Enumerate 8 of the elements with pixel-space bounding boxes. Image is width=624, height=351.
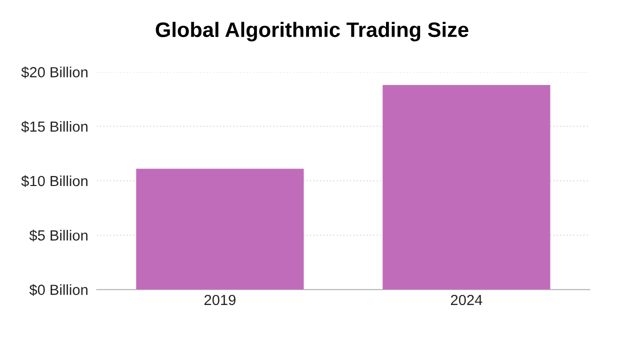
x-tick-label: 2019 <box>204 294 236 306</box>
y-tick-label: $20 Billion <box>21 66 88 78</box>
y-tick-label: $15 Billion <box>21 120 88 133</box>
y-tick-label: $10 Billion <box>21 175 88 188</box>
y-tick-label: $0 Billion <box>29 284 88 296</box>
y-tick-label: $5 Billion <box>29 230 88 242</box>
x-tick-label: 2024 <box>450 294 482 306</box>
chart-title: Global Algorithmic Trading Size <box>156 22 468 42</box>
